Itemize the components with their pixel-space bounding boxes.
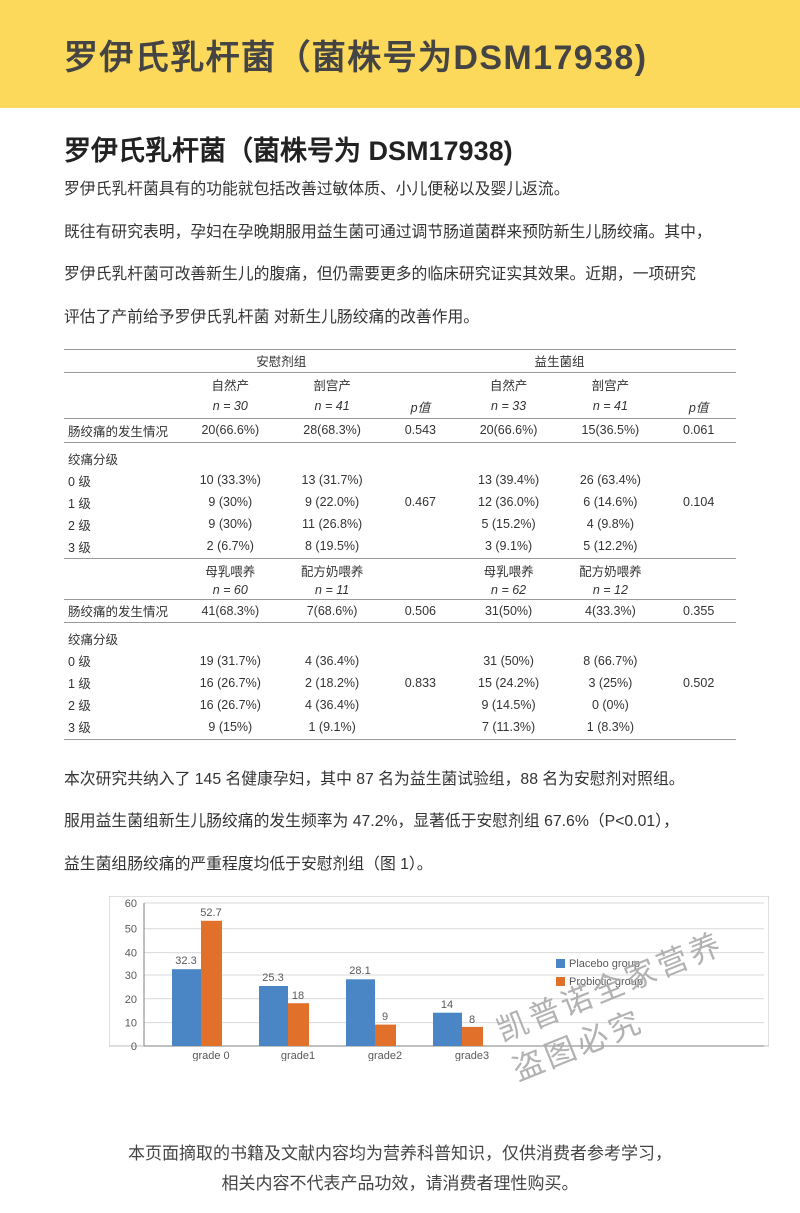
svg-text:grade1: grade1 <box>281 1050 315 1061</box>
svg-text:28.1: 28.1 <box>349 965 370 977</box>
svg-text:60: 60 <box>125 898 137 910</box>
svg-text:50: 50 <box>125 923 137 935</box>
svg-text:Placebo group: Placebo group <box>569 958 640 970</box>
svg-text:25.3: 25.3 <box>262 972 283 984</box>
svg-text:52.7: 52.7 <box>200 907 221 919</box>
svg-text:18: 18 <box>292 990 304 1002</box>
svg-text:30: 30 <box>125 970 137 982</box>
svg-text:0: 0 <box>131 1040 137 1052</box>
svg-text:40: 40 <box>125 947 137 959</box>
svg-text:9: 9 <box>382 1011 388 1023</box>
svg-text:32.3: 32.3 <box>175 955 196 967</box>
svg-text:grade 0: grade 0 <box>192 1050 229 1061</box>
svg-text:10: 10 <box>125 1017 137 1029</box>
svg-text:20: 20 <box>125 993 137 1005</box>
svg-text:grade2: grade2 <box>368 1050 402 1061</box>
svg-text:grade3: grade3 <box>455 1050 489 1061</box>
svg-text:Probiotic group: Probiotic group <box>569 976 643 988</box>
svg-text:14: 14 <box>441 999 453 1011</box>
svg-text:8: 8 <box>469 1014 475 1026</box>
